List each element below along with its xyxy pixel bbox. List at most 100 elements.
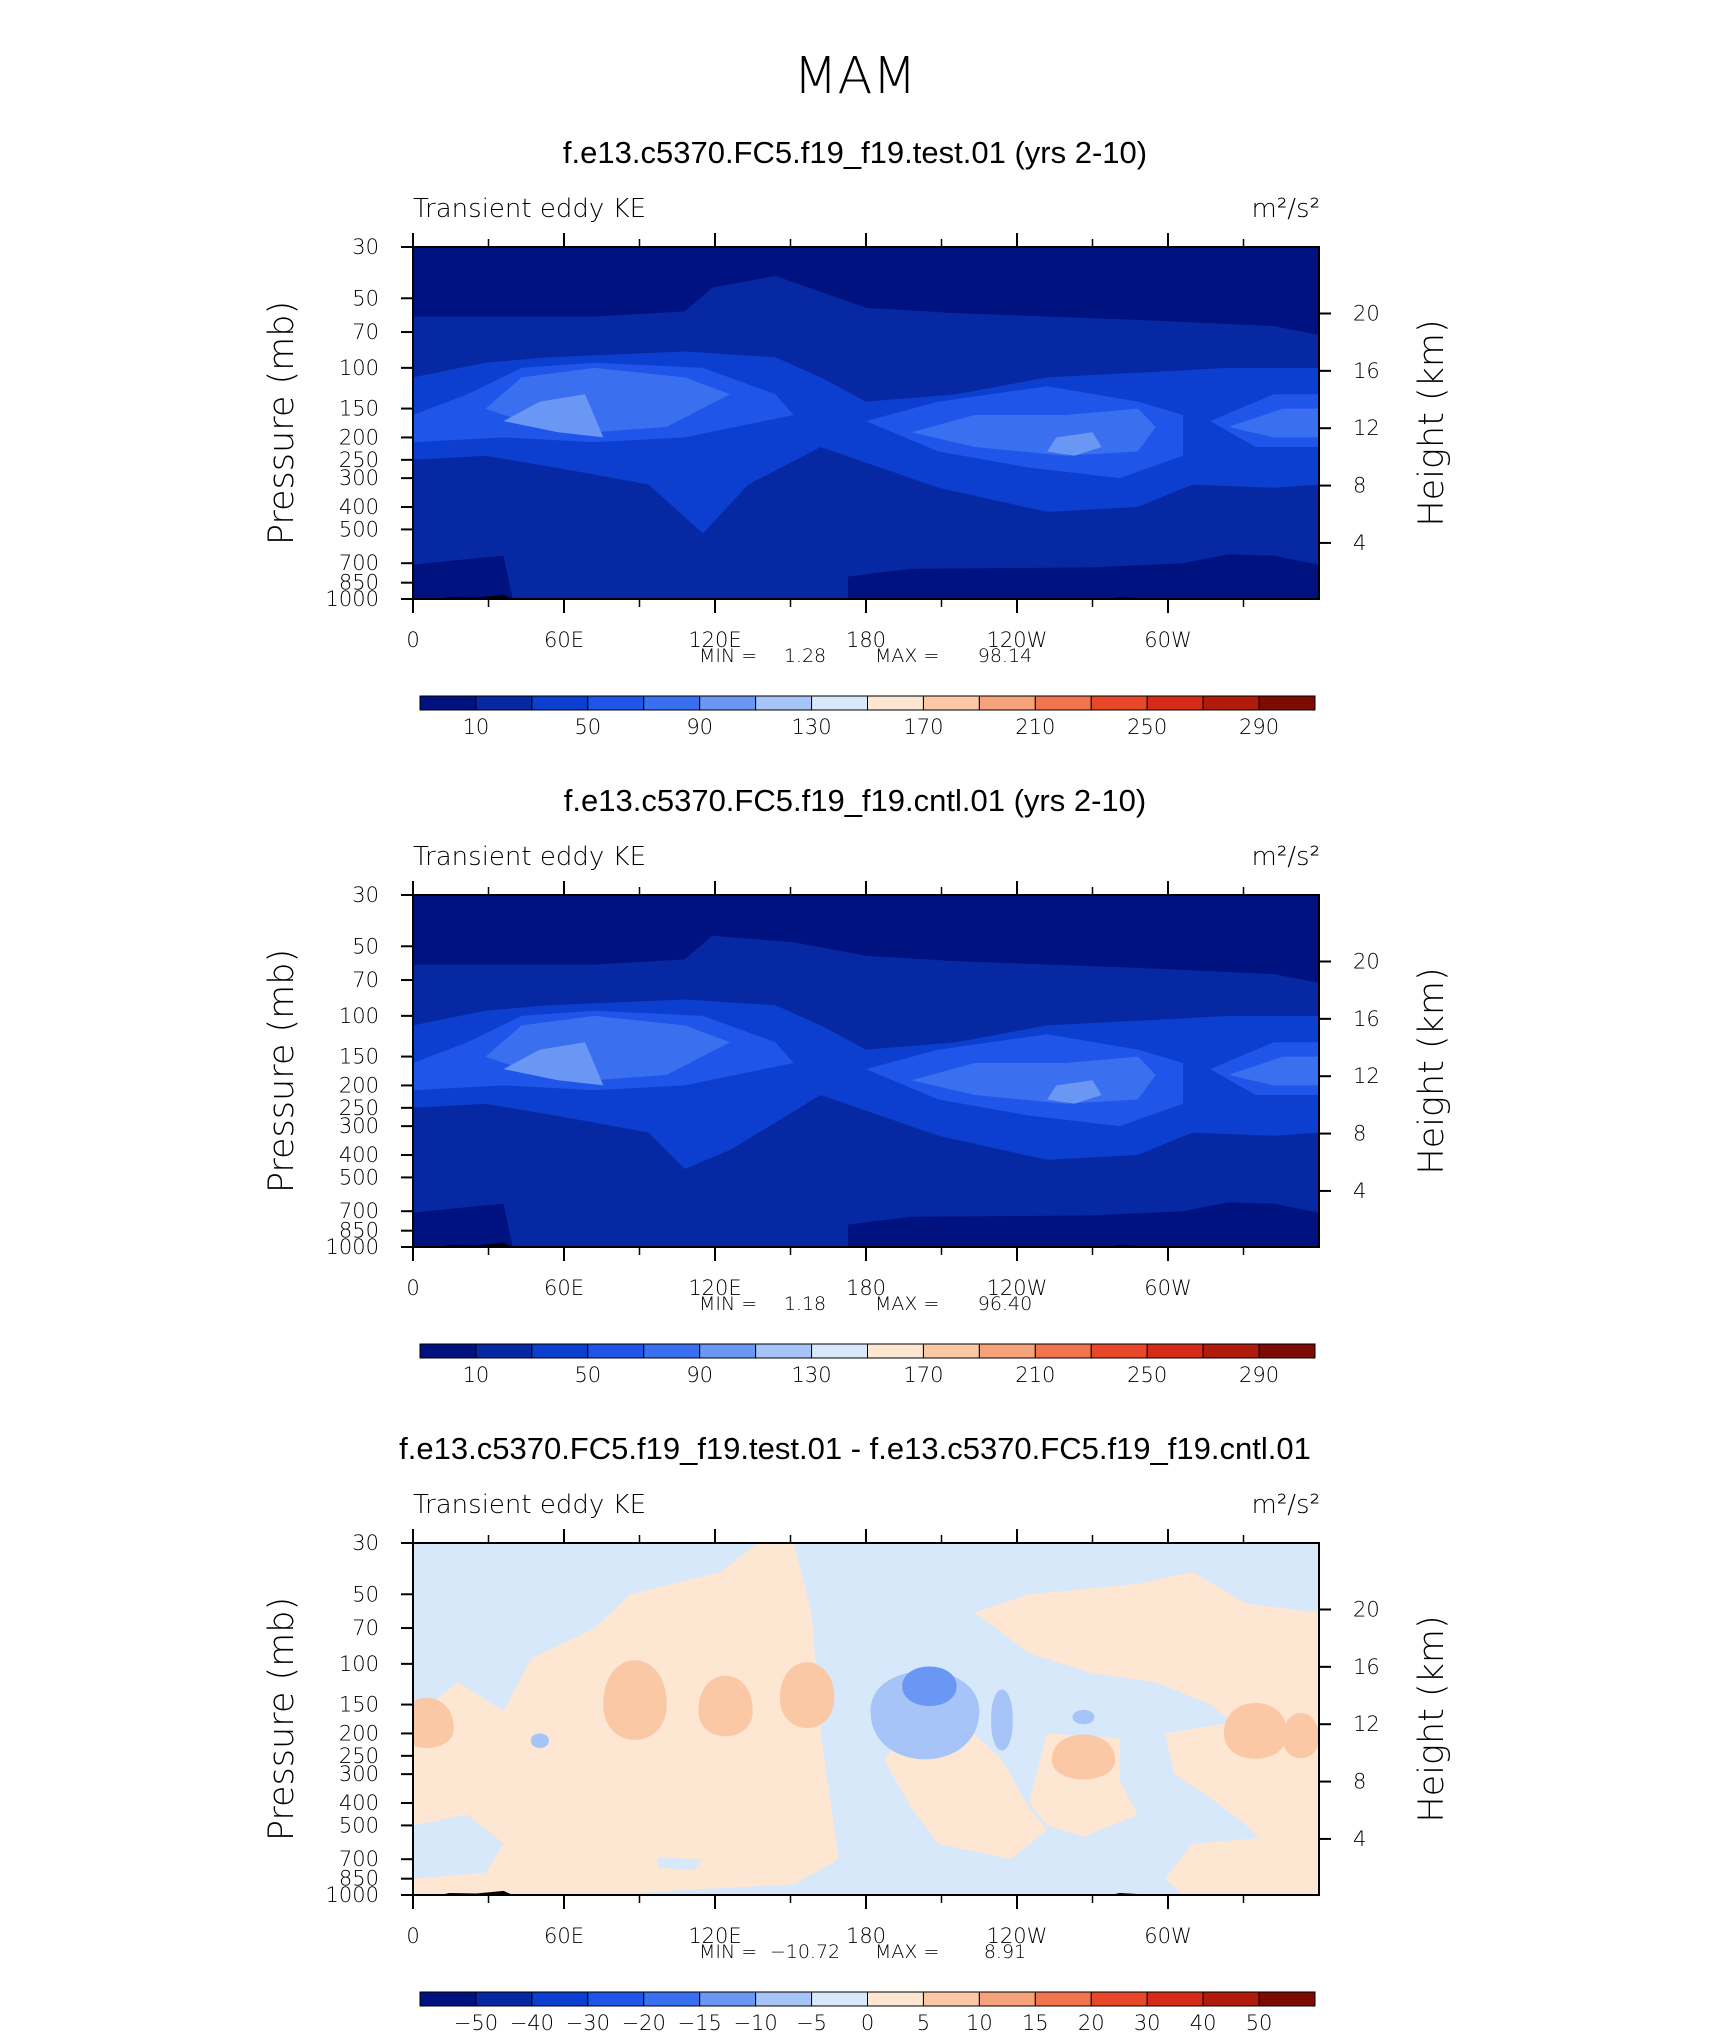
min-label: MIN = bbox=[699, 645, 757, 667]
y-right-tick-label: 16 bbox=[1353, 1007, 1380, 1031]
y-right-tick-label: 20 bbox=[1353, 949, 1380, 973]
negative-region bbox=[657, 1857, 703, 1871]
y-tick-label: 30 bbox=[352, 235, 379, 259]
x-tick-label: 0 bbox=[406, 1276, 419, 1300]
colorbar-swatch bbox=[978, 695, 1036, 711]
negative-core bbox=[530, 1733, 549, 1748]
y-right-tick-label: 4 bbox=[1353, 1179, 1366, 1203]
contour-band bbox=[847, 1202, 1319, 1247]
colorbar-swatch bbox=[1146, 695, 1204, 711]
y-tick-label: 200 bbox=[339, 1721, 379, 1745]
y-right-axis-title: Height (km) bbox=[1412, 967, 1452, 1174]
colorbar-swatch bbox=[419, 1343, 477, 1359]
y-right-axis-title: Height (km) bbox=[1412, 319, 1452, 526]
contour-field bbox=[413, 1543, 1319, 1895]
y-right-tick-label: 12 bbox=[1353, 416, 1380, 440]
x-tick-label: 120W bbox=[987, 1924, 1048, 1948]
colorbar-swatch bbox=[699, 1343, 757, 1359]
positive-core bbox=[1223, 1702, 1288, 1759]
contour-band bbox=[1047, 1080, 1102, 1104]
colorbar-label: −50 bbox=[454, 2011, 498, 2035]
colorbar-swatch bbox=[643, 695, 701, 711]
y-tick-label: 400 bbox=[339, 495, 379, 519]
x-tick-label: 180 bbox=[846, 1924, 886, 1948]
y-tick-label: 700 bbox=[339, 551, 379, 575]
variable-label: Transient eddy KE bbox=[413, 194, 646, 224]
topography bbox=[440, 1242, 513, 1247]
min-value: 1.18 bbox=[784, 1293, 826, 1315]
colorbar-swatch bbox=[867, 1343, 924, 1359]
colorbar-swatch bbox=[1034, 695, 1092, 711]
y-right-tick-label: 8 bbox=[1353, 1122, 1366, 1146]
colorbar-swatch bbox=[643, 1991, 701, 2007]
colorbar-swatch bbox=[922, 1343, 980, 1359]
colorbar-label: 250 bbox=[1127, 1363, 1167, 1387]
colorbar-swatch bbox=[1034, 1991, 1092, 2007]
colorbar-swatch bbox=[922, 695, 980, 711]
positive-core bbox=[413, 1697, 454, 1748]
colorbar-label: 50 bbox=[574, 715, 601, 739]
max-value: 98.14 bbox=[978, 645, 1032, 667]
colorbar-label: 0 bbox=[861, 2011, 874, 2035]
y-right-tick-label: 4 bbox=[1353, 1827, 1366, 1851]
colorbar-swatch bbox=[1090, 1343, 1148, 1359]
contour-band bbox=[413, 247, 1319, 335]
colorbar-swatch bbox=[643, 1343, 701, 1359]
colorbar-label: −15 bbox=[678, 2011, 722, 2035]
positive-region bbox=[1165, 1722, 1319, 1860]
contour-band bbox=[1047, 432, 1102, 456]
colorbar-label: −5 bbox=[796, 2011, 827, 2035]
colorbar-swatch bbox=[978, 1343, 1036, 1359]
y-tick-label: 70 bbox=[352, 1616, 379, 1640]
units-label: m²/s² bbox=[1252, 194, 1320, 224]
colorbar-label: 170 bbox=[903, 715, 943, 739]
colorbar-swatch bbox=[475, 695, 533, 711]
y-tick-label: 30 bbox=[352, 1531, 379, 1555]
units-label: m²/s² bbox=[1252, 1490, 1320, 1520]
positive-core bbox=[698, 1675, 753, 1737]
contour-band bbox=[1228, 408, 1319, 438]
y-right-tick-label: 16 bbox=[1353, 1655, 1380, 1679]
positive-core bbox=[603, 1660, 667, 1740]
colorbar-swatch bbox=[1258, 1991, 1316, 2007]
colorbar-swatch bbox=[755, 1343, 813, 1359]
y-tick-label: 150 bbox=[339, 1693, 379, 1717]
colorbar-label: 10 bbox=[966, 2011, 993, 2035]
y-tick-label: 250 bbox=[339, 448, 379, 472]
y-tick-label: 300 bbox=[339, 1114, 379, 1138]
y-axis-title: Pressure (mb) bbox=[262, 949, 302, 1193]
y-tick-label: 850 bbox=[339, 1219, 379, 1243]
colorbar-label: 10 bbox=[463, 715, 490, 739]
colorbar-swatch bbox=[811, 1991, 868, 2007]
positive-core bbox=[1051, 1734, 1116, 1780]
colorbar-label: 30 bbox=[1134, 2011, 1161, 2035]
colorbar-swatch bbox=[1090, 695, 1148, 711]
y-tick-label: 1000 bbox=[326, 1883, 379, 1907]
x-tick-label: 60E bbox=[544, 1276, 584, 1300]
x-tick-label: 120E bbox=[688, 1276, 741, 1300]
colorbar-label: 250 bbox=[1127, 715, 1167, 739]
negative-core bbox=[902, 1666, 957, 1707]
colorbar-swatch bbox=[1202, 695, 1260, 711]
y-tick-label: 300 bbox=[339, 466, 379, 490]
colorbar-swatch bbox=[531, 695, 589, 711]
positive-core bbox=[1282, 1713, 1319, 1759]
colorbar-swatch bbox=[811, 695, 868, 711]
y-right-tick-label: 20 bbox=[1353, 301, 1380, 325]
colorbar-swatch bbox=[587, 1343, 645, 1359]
y-tick-label: 500 bbox=[339, 1813, 379, 1837]
contour-band bbox=[503, 1042, 604, 1086]
max-label: MAX = bbox=[875, 1293, 939, 1315]
y-right-tick-label: 12 bbox=[1353, 1712, 1380, 1736]
colorbar-label: 90 bbox=[686, 715, 713, 739]
colorbar-swatch bbox=[811, 1343, 868, 1359]
colorbar-swatch bbox=[531, 1343, 589, 1359]
panel-title: f.e13.c5370.FC5.f19_f19.cntl.01 (yrs 2-1… bbox=[564, 783, 1146, 818]
y-tick-label: 400 bbox=[339, 1791, 379, 1815]
colorbar-swatch bbox=[867, 1991, 924, 2007]
colorbar-label: 170 bbox=[903, 1363, 943, 1387]
colorbar-label: 90 bbox=[686, 1363, 713, 1387]
topography bbox=[440, 1890, 513, 1895]
panel-2: f.e13.c5370.FC5.f19_f19.cntl.01 (yrs 2-1… bbox=[262, 783, 1452, 1387]
y-right-tick-label: 8 bbox=[1353, 474, 1366, 498]
